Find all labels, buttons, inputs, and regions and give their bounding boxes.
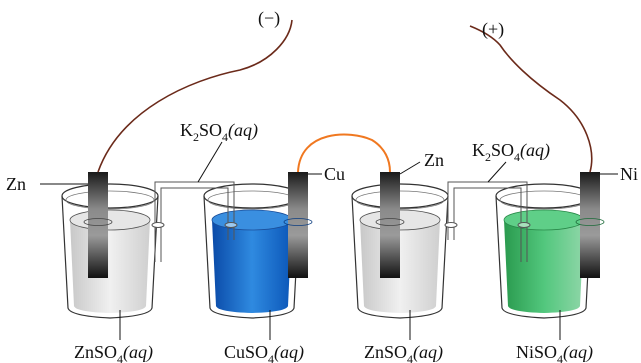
solution-fill-1 [70,220,150,313]
zn-electrode-mid [380,172,400,278]
beaker-4 [495,183,593,319]
salt-bridge-right [444,181,531,262]
beaker-1 [61,183,159,319]
solution-label-3: ZnSO4(aq) [364,342,443,363]
cu-label: Cu [324,164,345,184]
solution-label-2: CuSO4(aq) [224,342,304,363]
beaker-2 [203,183,301,319]
solution-fill-2 [212,220,292,313]
salt-bridge-left [151,181,238,262]
zn-left-label: Zn [6,174,26,194]
wire-cu-zn [297,133,391,173]
solution-label-4: NiSO4(aq) [516,342,593,363]
solution-label-1: ZnSO4(aq) [74,342,153,363]
solution-fill-4 [504,220,584,313]
zn-electrode-left [88,172,108,278]
wire-negative [97,19,293,173]
ni-label: Ni [620,164,638,184]
negative-terminal-label: (−) [258,8,280,29]
cu-electrode [288,172,308,278]
ni-electrode [580,172,600,278]
salt-bridge-right-label: K2SO4(aq) [472,140,550,164]
salt-bridge-left-label: K2SO4(aq) [180,120,258,144]
zn-mid-label: Zn [424,150,444,170]
wire-positive [469,25,593,173]
positive-terminal-label: (+) [482,19,504,40]
